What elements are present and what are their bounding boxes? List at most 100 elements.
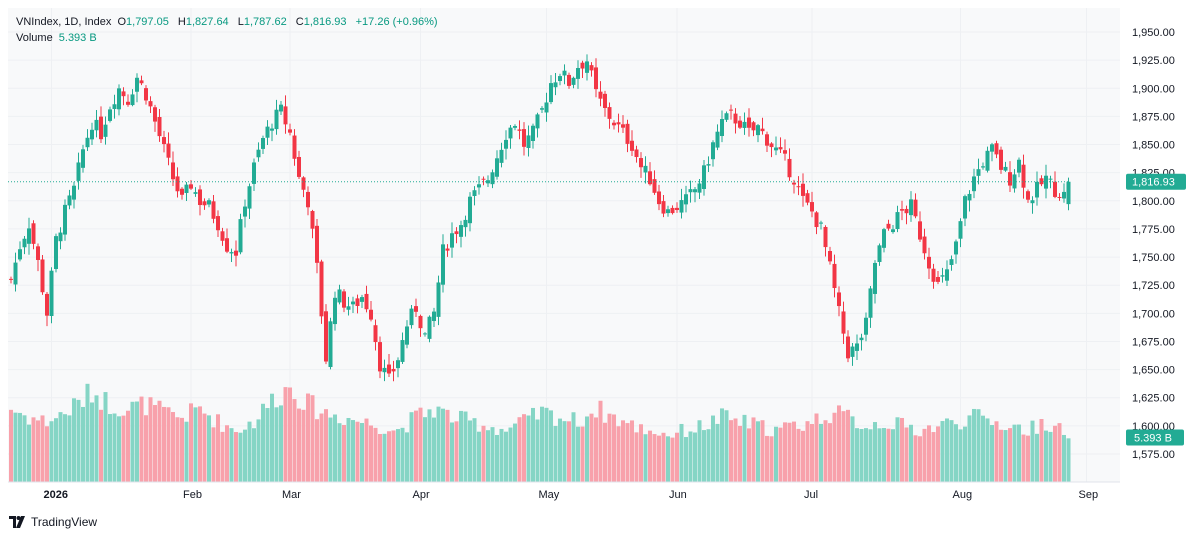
candle-body[interactable]: [931, 268, 936, 282]
candle-body[interactable]: [850, 346, 855, 357]
candle-body[interactable]: [144, 88, 148, 101]
candle-body[interactable]: [616, 122, 621, 125]
candle-body[interactable]: [229, 252, 234, 254]
candle-body[interactable]: [801, 183, 805, 196]
candle-body[interactable]: [256, 149, 261, 158]
candle-body[interactable]: [697, 183, 702, 193]
candle-body[interactable]: [265, 126, 270, 138]
candle-body[interactable]: [117, 88, 121, 110]
candle-body[interactable]: [391, 368, 396, 372]
candle-body[interactable]: [45, 293, 49, 316]
candle-body[interactable]: [148, 101, 153, 107]
candle-body[interactable]: [936, 276, 940, 282]
candle-body[interactable]: [639, 158, 643, 168]
candle-body[interactable]: [283, 106, 288, 125]
candle-body[interactable]: [436, 282, 441, 317]
candle-body[interactable]: [954, 241, 958, 255]
candle-body[interactable]: [855, 343, 859, 351]
candle-body[interactable]: [1008, 172, 1012, 186]
candle-body[interactable]: [270, 128, 274, 131]
candle-body[interactable]: [31, 223, 36, 244]
candle-body[interactable]: [112, 104, 117, 109]
candle-body[interactable]: [99, 116, 103, 140]
candle-body[interactable]: [81, 149, 85, 168]
candle-body[interactable]: [508, 127, 513, 139]
candle-body[interactable]: [904, 208, 909, 214]
candle-body[interactable]: [13, 262, 18, 285]
candle-body[interactable]: [351, 301, 355, 305]
candle-body[interactable]: [49, 270, 54, 316]
candle-body[interactable]: [121, 91, 126, 97]
candle-body[interactable]: [706, 164, 711, 166]
candle-body[interactable]: [873, 262, 877, 294]
candle-body[interactable]: [895, 212, 900, 230]
candle-body[interactable]: [733, 113, 738, 124]
candle-body[interactable]: [589, 65, 594, 71]
candle-body[interactable]: [841, 311, 846, 334]
candle-body[interactable]: [598, 91, 603, 99]
candle-body[interactable]: [963, 196, 967, 219]
candle-body[interactable]: [693, 189, 697, 193]
candle-body[interactable]: [967, 193, 972, 201]
candle-body[interactable]: [648, 171, 652, 185]
candle-body[interactable]: [400, 340, 405, 362]
candle-body[interactable]: [787, 158, 792, 178]
candle-body[interactable]: [54, 236, 58, 269]
candle-body[interactable]: [630, 140, 634, 151]
candle-body[interactable]: [459, 225, 463, 237]
candle-body[interactable]: [882, 229, 886, 248]
candle-body[interactable]: [337, 289, 342, 303]
candle-body[interactable]: [441, 244, 445, 285]
candle-body[interactable]: [369, 309, 373, 320]
candle-body[interactable]: [558, 76, 562, 82]
candle-body[interactable]: [1026, 191, 1030, 200]
candle-body[interactable]: [22, 238, 27, 248]
candle-body[interactable]: [481, 178, 486, 180]
candle-body[interactable]: [463, 219, 468, 228]
candle-body[interactable]: [859, 337, 864, 341]
candle-body[interactable]: [288, 129, 292, 133]
candle-body[interactable]: [40, 259, 45, 293]
candle-body[interactable]: [1053, 181, 1057, 197]
candle-body[interactable]: [166, 143, 171, 158]
candle-body[interactable]: [990, 144, 994, 152]
candle-body[interactable]: [832, 263, 837, 289]
candle-body[interactable]: [657, 191, 661, 205]
candle-body[interactable]: [27, 228, 31, 244]
candle-body[interactable]: [387, 364, 391, 374]
candle-body[interactable]: [652, 179, 657, 193]
candle-body[interactable]: [297, 156, 301, 177]
candle-body[interactable]: [454, 231, 459, 235]
candle-body[interactable]: [184, 184, 189, 193]
candle-body[interactable]: [810, 202, 814, 212]
candle-body[interactable]: [1017, 159, 1021, 173]
candle-body[interactable]: [130, 94, 135, 106]
candle-body[interactable]: [382, 367, 387, 373]
candle-body[interactable]: [679, 200, 684, 213]
candle-body[interactable]: [1030, 200, 1035, 204]
candle-body[interactable]: [571, 77, 576, 85]
candle-body[interactable]: [225, 238, 229, 252]
candle-body[interactable]: [319, 261, 324, 317]
candle-body[interactable]: [738, 120, 742, 128]
candle-body[interactable]: [279, 104, 283, 112]
candle-body[interactable]: [634, 149, 639, 158]
candle-body[interactable]: [328, 321, 333, 367]
candle-body[interactable]: [1003, 166, 1008, 171]
candle-body[interactable]: [715, 131, 720, 148]
candle-body[interactable]: [922, 236, 927, 254]
candle-body[interactable]: [333, 297, 337, 325]
candle-body[interactable]: [823, 226, 828, 248]
candle-body[interactable]: [580, 62, 585, 69]
candle-body[interactable]: [193, 192, 198, 194]
candle-body[interactable]: [135, 77, 139, 92]
candle-body[interactable]: [531, 125, 535, 141]
candle-body[interactable]: [814, 212, 819, 228]
candle-body[interactable]: [90, 129, 94, 140]
candle-body[interactable]: [702, 165, 706, 190]
candle-body[interactable]: [252, 162, 256, 184]
candle-body[interactable]: [535, 114, 540, 129]
candle-body[interactable]: [477, 184, 481, 188]
candle-body[interactable]: [688, 189, 693, 193]
candle-body[interactable]: [243, 206, 247, 217]
